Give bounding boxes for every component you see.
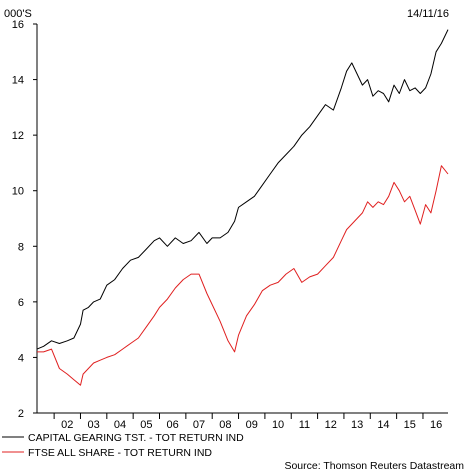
x-tick-label: 03 <box>88 419 100 431</box>
y-tick-label: 14 <box>12 75 24 87</box>
legend-label-series-2: FTSE ALL SHARE - TOT RETURN IND <box>28 447 212 459</box>
x-axis-ticks: 02 03 04 05 06 07 08 09 10 11 12 13 14 15 16 <box>53 413 442 431</box>
legend: CAPITAL GEARING TST. - TOT RETURN IND FT… <box>2 432 244 459</box>
x-tick-label: 10 <box>272 419 284 431</box>
axes <box>36 24 448 414</box>
y-tick-label: 16 <box>12 19 24 31</box>
x-tick-label: 12 <box>325 419 337 431</box>
chart-date: 14/11/16 <box>407 8 449 20</box>
x-tick-label: 13 <box>351 419 363 431</box>
y-tick-label: 4 <box>18 352 24 364</box>
x-tick-label: 11 <box>299 419 310 431</box>
y-tick-label: 10 <box>12 186 24 198</box>
y-tick-label: 12 <box>12 130 24 142</box>
x-tick-label: 08 <box>219 419 231 431</box>
series-line-1 <box>36 29 449 350</box>
y-tick-label: 8 <box>18 241 24 253</box>
series-line-2 <box>37 165 449 386</box>
y-tick-label: 6 <box>18 297 24 309</box>
x-tick-label: 07 <box>193 419 205 431</box>
x-tick-label: 06 <box>167 419 179 431</box>
legend-label-series-1: CAPITAL GEARING TST. - TOT RETURN IND <box>28 432 244 444</box>
x-tick-label: 16 <box>430 419 442 431</box>
x-tick-label: 14 <box>377 419 389 431</box>
series-lines <box>36 29 449 386</box>
x-tick-label: 05 <box>140 419 152 431</box>
x-tick-label: 02 <box>61 419 73 431</box>
y-tick-label: 2 <box>18 408 24 420</box>
source-note: Source: Thomson Reuters Datastream <box>284 460 464 472</box>
x-tick-label: 04 <box>114 419 126 431</box>
x-tick-label: 15 <box>404 419 416 431</box>
y-unit-label: 000'S <box>4 8 32 20</box>
y-axis-ticks: 2 4 6 8 10 12 14 16 <box>12 19 37 420</box>
x-tick-label: 09 <box>246 419 258 431</box>
